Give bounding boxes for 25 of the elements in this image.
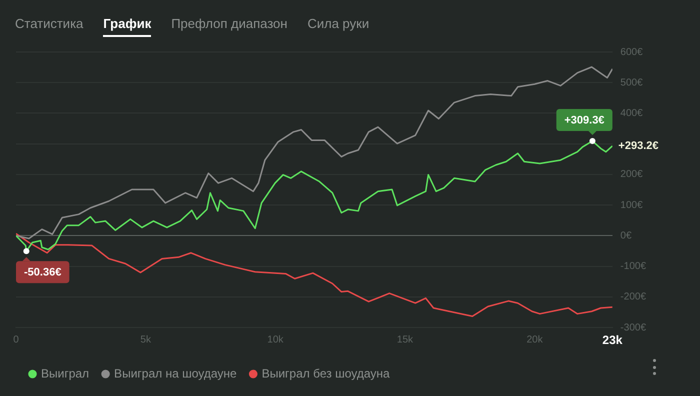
text: График <box>103 16 152 37</box>
y-tick-label: 100€ <box>620 200 644 211</box>
y-tick-label: -200€ <box>620 292 646 303</box>
x-tick-label: 23k <box>602 333 623 348</box>
legend-label: Выиграл <box>41 366 90 380</box>
annotation: +309.3€ <box>564 114 604 127</box>
y-tick-label: 200€ <box>620 169 644 180</box>
annotation: +293.2€ <box>618 140 658 152</box>
y-tick-label: 500€ <box>620 77 644 88</box>
legend-label: Выиграл без шоудауна <box>262 366 390 380</box>
y-tick-label: -300€ <box>620 322 646 334</box>
x-tick-label: 20k <box>526 334 544 346</box>
legend-label: Выиграл на шоудауне <box>114 366 238 380</box>
text: Префлоп диапазон <box>171 16 288 33</box>
annotation: -50.36€ <box>24 266 62 279</box>
y-tick-label: -100€ <box>620 261 646 272</box>
y-tick-label: 600€ <box>620 46 644 58</box>
text: Сила руки <box>307 16 370 33</box>
y-tick-label: 400€ <box>620 108 644 119</box>
text: Статистика <box>15 16 84 33</box>
x-tick-label: 0 <box>13 334 20 346</box>
x-tick-label: 5k <box>140 334 152 346</box>
y-tick-label: 0€ <box>620 230 632 242</box>
x-tick-label: 15k <box>396 334 414 346</box>
x-tick-label: 10k <box>267 334 284 346</box>
